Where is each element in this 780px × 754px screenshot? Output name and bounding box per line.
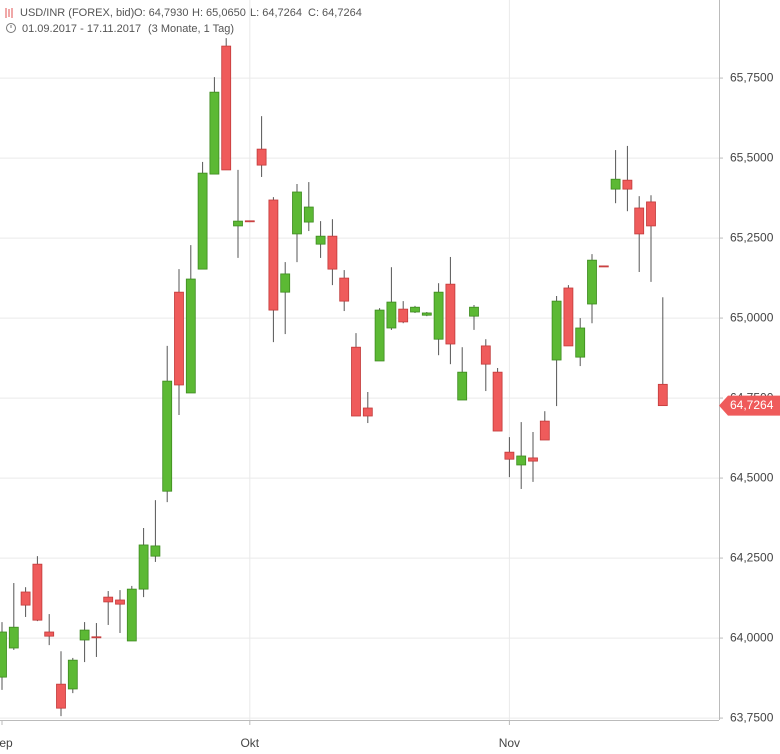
candle-body <box>339 277 350 302</box>
header-icon <box>5 8 16 33</box>
open-label: O: 64,7930 <box>134 7 188 19</box>
candle-body <box>410 306 420 313</box>
candle-body <box>8 626 19 649</box>
candle-body <box>374 309 385 362</box>
candle-body <box>20 591 31 606</box>
candle-body <box>233 220 243 227</box>
last-price-tag <box>719 395 780 416</box>
candle-body <box>563 287 574 347</box>
candle-body <box>587 259 597 305</box>
x-tick-label: Sep <box>0 736 13 750</box>
candle-body <box>268 199 279 311</box>
candle-body <box>103 596 114 603</box>
candle-body <box>138 544 149 590</box>
symbol: USD/INR (FOREX, bid) <box>20 7 134 19</box>
candle-body <box>280 273 291 293</box>
period: (3 Monate, 1 Tag) <box>148 23 234 35</box>
candle-body <box>469 306 479 317</box>
candle-body <box>634 207 645 235</box>
candle-body <box>0 631 7 678</box>
candle-body <box>292 191 302 235</box>
candle-body <box>598 265 609 268</box>
candle-body <box>492 371 503 432</box>
candle-body <box>421 312 432 316</box>
candle-body <box>351 346 361 417</box>
y-tick-label: 65,2500 <box>730 230 774 244</box>
candle-body <box>126 588 137 642</box>
candle-body <box>362 407 373 417</box>
candle-body <box>44 631 55 637</box>
candle-body <box>386 301 397 329</box>
candle-body <box>445 283 456 345</box>
candle-body <box>221 45 232 171</box>
candle-body <box>185 278 196 394</box>
candle-body <box>67 659 78 690</box>
candle-body <box>115 599 125 605</box>
candle-body <box>480 345 491 365</box>
plot-area <box>0 0 719 720</box>
candle-body <box>528 457 538 462</box>
candle-body <box>56 683 66 709</box>
date-range: 01.09.2017 - 17.11.2017 <box>22 23 141 35</box>
last-price-label: 64,7264 <box>730 398 774 412</box>
candle-body <box>303 206 314 223</box>
candle-body <box>539 420 550 441</box>
candle-body <box>622 179 633 190</box>
close-label: C: 64,7264 <box>308 7 362 19</box>
y-tick-label: 65,7500 <box>730 70 774 84</box>
candle-body <box>504 451 515 460</box>
candle-body <box>197 172 208 270</box>
y-tick-label: 64,5000 <box>730 470 774 484</box>
candle-body <box>174 291 184 386</box>
candle-body <box>398 308 409 323</box>
candle-body <box>610 178 621 190</box>
candle-body <box>646 201 656 227</box>
x-tick-label: Okt <box>240 736 259 750</box>
candle-body <box>91 636 102 639</box>
candle-body <box>657 383 668 407</box>
candle-body <box>327 235 338 270</box>
y-tick-label: 64,0000 <box>730 630 774 644</box>
candle-body <box>150 545 161 557</box>
candle-body <box>551 300 562 361</box>
candle-body <box>516 455 527 466</box>
y-tick-label: 65,5000 <box>730 150 774 164</box>
candle-body <box>433 291 444 340</box>
x-tick-label: Nov <box>499 736 520 750</box>
candle-body <box>209 91 220 175</box>
candle-body <box>79 629 90 641</box>
low-label: L: 64,7264 <box>250 7 302 19</box>
candle-body <box>256 148 267 166</box>
candle-body <box>575 327 586 358</box>
y-tick-label: 63,7500 <box>730 710 774 724</box>
candle-body <box>457 371 468 401</box>
candle-body <box>244 220 255 223</box>
candle-body <box>162 380 173 492</box>
y-tick-label: 65,0000 <box>730 310 774 324</box>
y-tick-label: 64,2500 <box>730 550 774 564</box>
high-label: H: 65,0650 <box>192 7 246 19</box>
candle-body <box>315 235 326 245</box>
candle-body <box>32 563 43 621</box>
